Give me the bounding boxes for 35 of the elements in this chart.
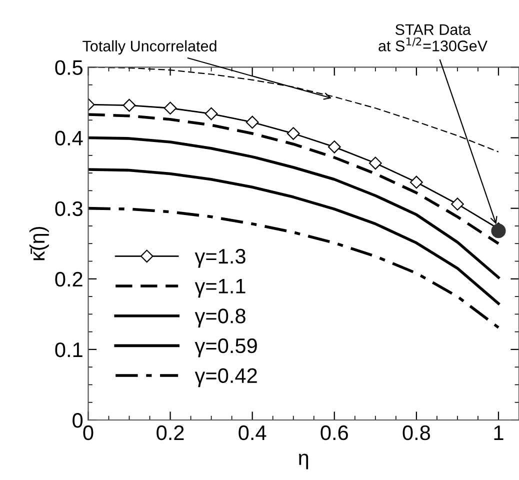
legend-label: γ=0.59 [194, 338, 257, 358]
point [328, 140, 341, 154]
legend-label: γ=0.8 [194, 308, 246, 328]
y-axis-title: κ̄(η) [29, 226, 49, 260]
legend-label: γ=1.3 [194, 248, 246, 268]
point [491, 224, 506, 238]
x-tick-label: 0 [83, 425, 94, 440]
annotation: STAR Data at S$^{1/2}$=130GeV [378, 24, 488, 52]
point [204, 107, 218, 120]
line-series [88, 113, 500, 245]
y-tick-label: 0.2 [55, 272, 82, 287]
line-series [88, 206, 500, 329]
y-tick-label: 0.3 [55, 201, 82, 216]
point [164, 102, 177, 115]
point [451, 198, 464, 211]
x-tick-label: 0.4 [238, 425, 266, 440]
point [286, 127, 300, 140]
x-tick-label: 0.8 [402, 425, 430, 440]
legend-label: γ=0.42 [194, 368, 257, 388]
y-tick-label: 0 [72, 413, 83, 428]
x-axis-title: η [298, 454, 308, 470]
legend-label: γ=1.1 [194, 278, 246, 298]
x-tick-label: 0.2 [156, 425, 184, 440]
point [122, 98, 136, 112]
point [410, 176, 423, 189]
x-tick-label: 1 [494, 426, 504, 440]
point [246, 116, 259, 129]
line-series [88, 136, 500, 279]
x-tick-label: 0.6 [320, 425, 348, 440]
y-tick-label: 0.1 [55, 342, 82, 358]
annotation: Totally Uncorrelated [82, 40, 216, 54]
point [368, 156, 382, 170]
line-series [88, 168, 500, 305]
y-tick-label: 0.4 [55, 130, 83, 146]
y-tick-label: 0.5 [55, 60, 82, 75]
